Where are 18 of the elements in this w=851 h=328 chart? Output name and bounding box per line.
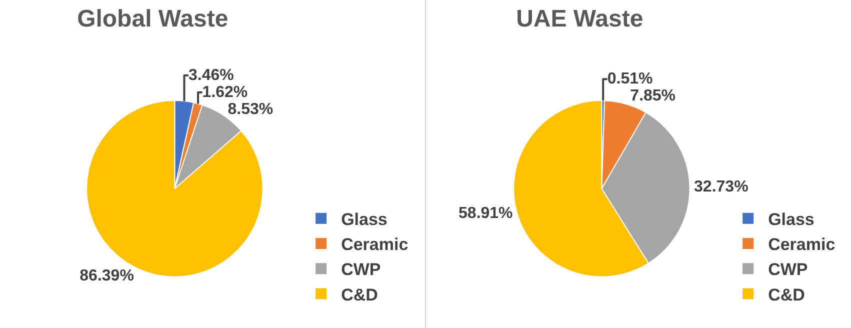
- legend-label: C&D: [768, 285, 805, 304]
- chart-title: UAE Waste: [516, 6, 644, 33]
- chart-title: Global Waste: [77, 6, 228, 33]
- data-label: 32.73%: [694, 178, 748, 196]
- data-label: 3.46%: [188, 66, 234, 84]
- data-label: 86.39%: [80, 267, 134, 284]
- legend-label: CWP: [768, 260, 808, 280]
- data-label: 0.51%: [607, 70, 653, 88]
- legend-label: Glass: [768, 210, 814, 230]
- legend-label: Ceramic: [341, 235, 408, 254]
- legend-label: C&D: [341, 285, 378, 304]
- legend-label: Glass: [341, 210, 388, 230]
- data-label: 8.53%: [228, 100, 274, 118]
- data-label: 7.85%: [630, 88, 676, 105]
- data-label: 1.62%: [202, 84, 248, 101]
- data-label: 58.91%: [458, 205, 513, 222]
- legend-label: CWP: [341, 260, 381, 280]
- legend-label: Ceramic: [768, 235, 836, 254]
